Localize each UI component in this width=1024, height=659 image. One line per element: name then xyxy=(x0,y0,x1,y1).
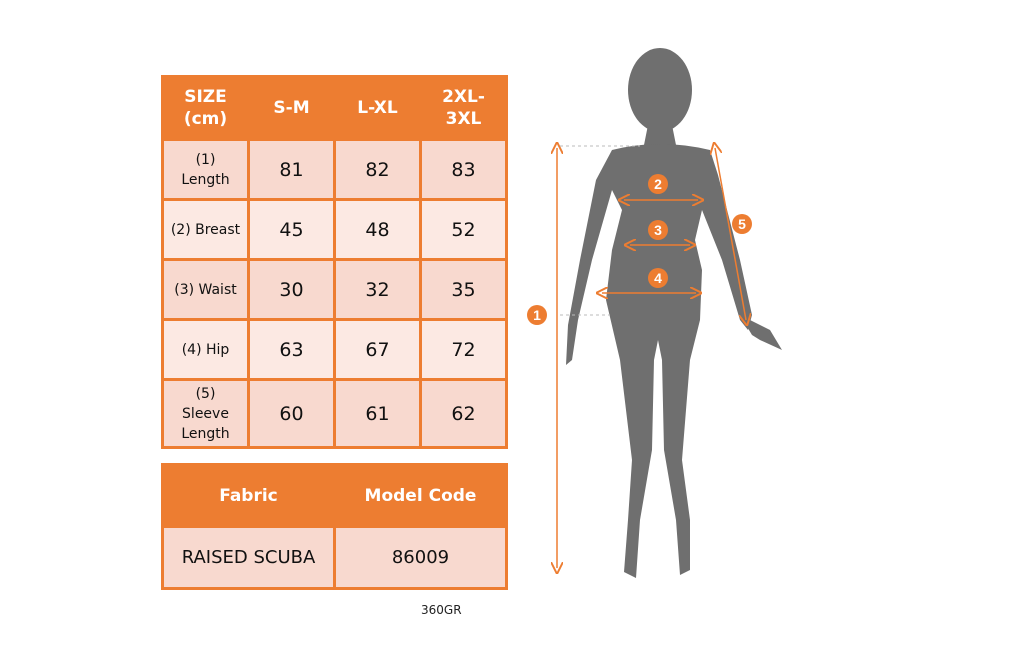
woman-silhouette-icon xyxy=(566,48,782,578)
cell: 45 xyxy=(247,198,336,261)
row-label: (3) Waist xyxy=(161,258,250,321)
cell: 62 xyxy=(419,378,508,449)
cell: 30 xyxy=(247,258,336,321)
cell: 61 xyxy=(333,378,422,449)
header-2xl-3xl: 2XL- 3XL xyxy=(419,75,508,141)
cell: 83 xyxy=(419,138,508,201)
marker-1: 1 xyxy=(533,307,541,323)
cell: 72 xyxy=(419,318,508,381)
sleeve-arrow xyxy=(715,148,746,320)
cell: 81 xyxy=(247,138,336,201)
row-label: (4) Hip xyxy=(161,318,250,381)
marker-3: 3 xyxy=(654,222,662,238)
fabric-value: RAISED SCUBA xyxy=(161,525,336,590)
table-row: (4) Hip 63 67 72 xyxy=(161,318,508,381)
header-s-m: S-M xyxy=(247,75,336,141)
row-label: (1) Length xyxy=(161,138,250,201)
row-label: (5) Sleeve Length xyxy=(161,378,250,449)
measurement-markers xyxy=(527,174,752,325)
table-row: (1) Length 81 82 83 xyxy=(161,138,508,201)
cell: 82 xyxy=(333,138,422,201)
table-row: (3) Waist 30 32 35 xyxy=(161,258,508,321)
cell: 35 xyxy=(419,258,508,321)
header-l-xl: L-XL xyxy=(333,75,422,141)
model-code-value: 86009 xyxy=(333,525,508,590)
cell: 52 xyxy=(419,198,508,261)
size-header-row: SIZE (cm) S-M L-XL 2XL- 3XL xyxy=(161,75,508,141)
cell: 67 xyxy=(333,318,422,381)
fabric-label: Fabric xyxy=(161,463,336,528)
row-label: (2) Breast xyxy=(161,198,250,261)
cell: 63 xyxy=(247,318,336,381)
table-row: (2) Breast 45 48 52 xyxy=(161,198,508,261)
model-code-label: Model Code xyxy=(333,463,508,528)
marker-4: 4 xyxy=(654,270,662,286)
cell: 48 xyxy=(333,198,422,261)
size-table: SIZE (cm) S-M L-XL 2XL- 3XL (1) Length 8… xyxy=(161,75,508,449)
marker-5: 5 xyxy=(738,216,746,232)
weight-note: 360GR xyxy=(421,603,462,617)
table-row: (5) Sleeve Length 60 61 62 xyxy=(161,378,508,449)
cell: 60 xyxy=(247,378,336,449)
fabric-table: Fabric Model Code RAISED SCUBA 86009 xyxy=(161,463,508,590)
cell: 32 xyxy=(333,258,422,321)
marker-2: 2 xyxy=(654,176,662,192)
header-size: SIZE (cm) xyxy=(161,75,250,141)
